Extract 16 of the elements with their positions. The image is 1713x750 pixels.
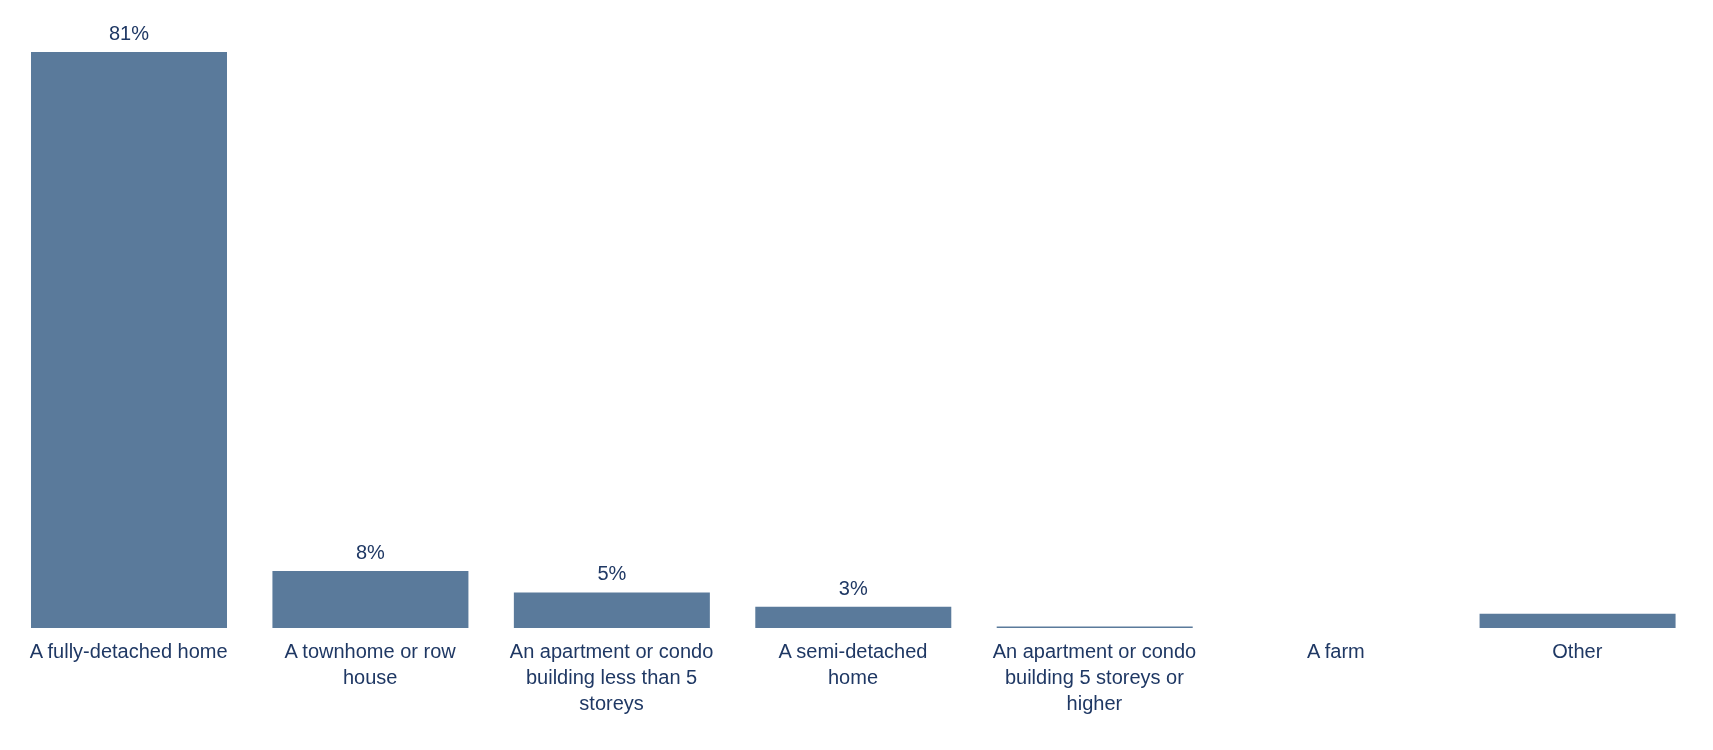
x-tick-label: An apartment or condo building 5 storeys or higher	[992, 640, 1197, 714]
bar	[31, 52, 227, 628]
data-label: 5%	[597, 562, 627, 585]
data-label: 3%	[838, 576, 868, 599]
bar	[755, 606, 952, 628]
x-tick-label: A townhome or row house	[284, 640, 457, 688]
bar	[272, 571, 469, 628]
data-label: 81%	[108, 22, 150, 44]
x-tick-label: A fully-detached home	[29, 640, 228, 662]
bar	[1479, 613, 1676, 628]
x-tick-label: A farm	[1306, 640, 1365, 662]
x-tick-label: Other	[1552, 640, 1603, 662]
x-tick-label: A semi-detached home	[778, 640, 928, 688]
x-tick-label: An apartment or condo building less than 5 storeys	[509, 640, 714, 714]
bar	[513, 592, 710, 628]
data-label: 8%	[355, 541, 386, 564]
